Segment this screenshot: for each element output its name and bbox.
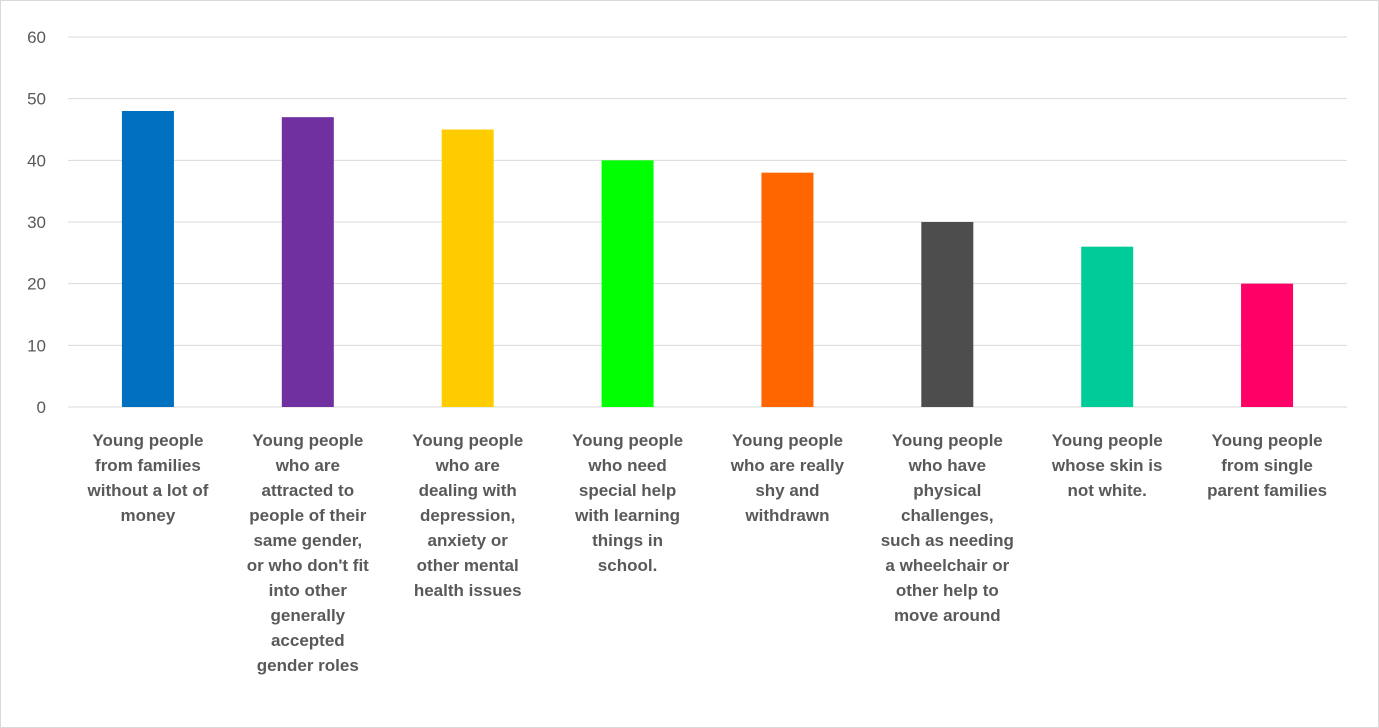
category-label-6: Young people who have physical challenges, s…	[881, 431, 1014, 625]
category-label-line: who have	[908, 456, 986, 475]
category-label-2: Young people who are attracted to people of…	[247, 431, 369, 675]
y-axis-tick-labels: 0 10 20 30 40 50 60	[27, 28, 46, 417]
y-tick-label: 0	[37, 398, 46, 417]
category-label-line: physical	[913, 481, 981, 500]
category-label-5: Young people who are really shy and withdra…	[730, 431, 845, 525]
category-label-line: a wheelchair or	[885, 556, 1009, 575]
category-label-line: Young people	[892, 431, 1003, 450]
category-label-8: Young people from single parent families	[1207, 431, 1327, 500]
gridlines	[68, 36, 1347, 408]
category-label-line: health issues	[414, 581, 522, 600]
category-label-line: who need	[587, 456, 666, 475]
category-label-line: attracted to	[262, 481, 355, 500]
category-label-line: such as needing	[881, 531, 1014, 550]
category-label-line: move around	[894, 606, 1001, 625]
category-label-line: who are really	[730, 456, 845, 475]
category-label-line: other mental	[417, 556, 519, 575]
y-tick-label: 40	[27, 151, 46, 170]
category-label-line: anxiety or	[428, 531, 509, 550]
category-label-line: whose skin is	[1051, 456, 1163, 475]
category-label-line: who are	[435, 456, 500, 475]
category-label-line: not white.	[1068, 481, 1147, 500]
category-label-line: parent families	[1207, 481, 1327, 500]
category-label-line: Young people	[572, 431, 683, 450]
y-tick-label: 20	[27, 275, 46, 294]
category-label-line: school.	[598, 556, 658, 575]
category-label-line: with learning	[574, 506, 680, 525]
category-label-line: Young people	[1212, 431, 1323, 450]
bar-8	[1241, 283, 1294, 407]
category-label-line: withdrawn	[744, 506, 829, 525]
category-label-line: or who don't fit	[247, 556, 369, 575]
category-label-line: Young people	[92, 431, 203, 450]
category-label-line: who are	[275, 456, 340, 475]
bar-5	[761, 172, 814, 407]
y-tick-label: 10	[27, 336, 46, 355]
category-label-line: dealing with	[419, 481, 517, 500]
category-label-line: people of their	[249, 506, 367, 525]
bar-2	[281, 117, 334, 408]
y-tick-label: 60	[27, 28, 46, 47]
category-label-line: generally	[270, 606, 345, 625]
category-label-line: Young people	[1052, 431, 1163, 450]
bars	[121, 111, 1294, 408]
category-label-line: into other	[269, 581, 348, 600]
category-label-line: special help	[579, 481, 676, 500]
category-label-line: from families	[95, 456, 201, 475]
category-label-4: Young people who need special help with lea…	[572, 431, 683, 575]
y-tick-label: 30	[27, 213, 46, 232]
bar-1	[121, 111, 174, 407]
bar-3	[441, 129, 494, 407]
bar-6	[921, 222, 974, 407]
bar-4	[601, 160, 654, 407]
category-label-7: Young people whose skin is not white.	[1051, 431, 1163, 500]
category-label-line: challenges,	[901, 506, 994, 525]
y-tick-label: 50	[27, 90, 46, 109]
category-label-line: Young people	[412, 431, 523, 450]
x-axis-category-labels: Young people from families without a lot o…	[87, 431, 1328, 675]
category-label-3: Young people who are dealing with depressio…	[412, 431, 523, 600]
category-label-line: things in	[592, 531, 663, 550]
category-label-line: gender roles	[257, 656, 359, 675]
category-label-line: money	[121, 506, 176, 525]
category-label-line: from single	[1221, 456, 1313, 475]
category-label-line: same gender,	[253, 531, 362, 550]
category-label-line: Young people	[732, 431, 843, 450]
bar-7	[1081, 246, 1134, 407]
category-label-1: Young people from families without a lot o…	[87, 431, 209, 525]
category-label-line: other help to	[896, 581, 999, 600]
category-label-line: Young people	[252, 431, 363, 450]
category-label-line: shy and	[755, 481, 819, 500]
category-label-line: depression,	[420, 506, 515, 525]
category-label-line: without a lot of	[87, 481, 209, 500]
category-label-line: accepted	[271, 631, 345, 650]
